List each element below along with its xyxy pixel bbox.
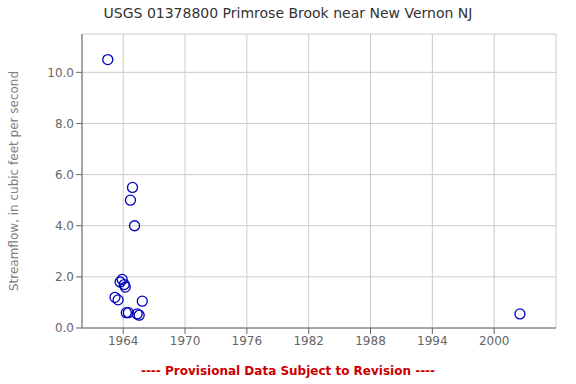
svg-text:1988: 1988 bbox=[355, 334, 386, 348]
svg-text:0.0: 0.0 bbox=[55, 321, 74, 335]
html-text:USGS 01378800 Primrose Brook n: USGS 01378800 Primrose Brook near New Ve… bbox=[103, 5, 473, 21]
svg-text:2000: 2000 bbox=[479, 334, 510, 348]
svg-text:8.0: 8.0 bbox=[55, 117, 74, 131]
svg-text:6.0: 6.0 bbox=[55, 168, 74, 182]
svg-text:1982: 1982 bbox=[293, 334, 324, 348]
svg-text:4.0: 4.0 bbox=[55, 219, 74, 233]
svg-text:1964: 1964 bbox=[108, 334, 139, 348]
svg-text:10.0: 10.0 bbox=[47, 66, 74, 80]
html-text:---- Provisional Data Subject: ---- Provisional Data Subject to Revisio… bbox=[140, 364, 436, 378]
svg-text:1976: 1976 bbox=[232, 334, 263, 348]
svg-text:1994: 1994 bbox=[417, 334, 448, 348]
svg-text:1970: 1970 bbox=[170, 334, 201, 348]
svg-text:Streamflow, in cubic feet per: Streamflow, in cubic feet per second bbox=[8, 71, 21, 291]
svg-text:2.0: 2.0 bbox=[55, 270, 74, 284]
